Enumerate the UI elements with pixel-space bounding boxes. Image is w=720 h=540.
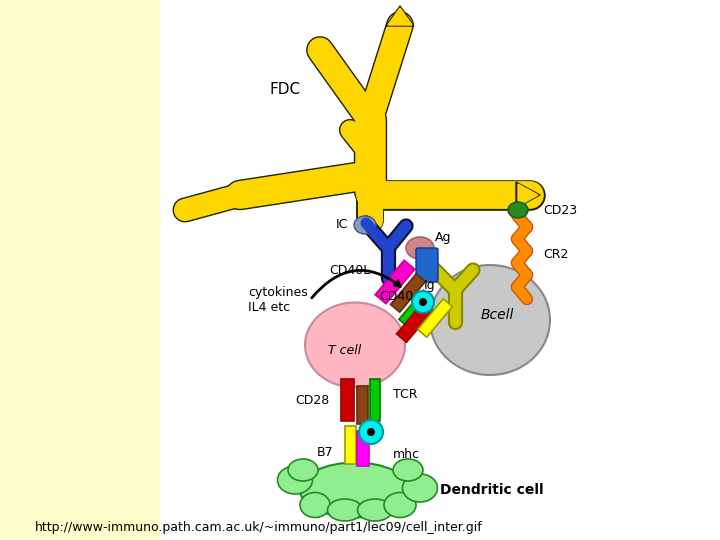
Text: Dendritic cell: Dendritic cell — [440, 483, 544, 497]
Ellipse shape — [430, 265, 550, 375]
Polygon shape — [356, 386, 367, 424]
Text: TCR: TCR — [393, 388, 418, 402]
Polygon shape — [357, 430, 369, 465]
Circle shape — [359, 420, 383, 444]
Circle shape — [412, 291, 434, 313]
Ellipse shape — [354, 216, 376, 234]
Polygon shape — [370, 379, 380, 421]
Text: mhc: mhc — [393, 449, 420, 462]
Ellipse shape — [508, 202, 528, 218]
Text: CD40: CD40 — [379, 289, 414, 302]
Text: B7: B7 — [316, 447, 333, 460]
Polygon shape — [388, 8, 412, 25]
Polygon shape — [390, 274, 426, 312]
Ellipse shape — [300, 492, 330, 517]
Text: Bcell: Bcell — [480, 308, 513, 322]
Ellipse shape — [402, 474, 438, 502]
Polygon shape — [341, 379, 354, 421]
FancyBboxPatch shape — [416, 248, 438, 282]
Text: IC: IC — [336, 219, 348, 232]
Text: Ig: Ig — [423, 279, 435, 292]
Text: cytokines
IL4 etc: cytokines IL4 etc — [248, 286, 307, 314]
Polygon shape — [399, 290, 431, 326]
Text: CD28: CD28 — [296, 394, 330, 407]
Polygon shape — [518, 184, 538, 206]
Polygon shape — [386, 6, 414, 26]
Ellipse shape — [328, 499, 362, 521]
Text: CD40L: CD40L — [329, 264, 370, 276]
Circle shape — [419, 298, 427, 306]
Text: CR2: CR2 — [543, 248, 568, 261]
Ellipse shape — [305, 302, 405, 388]
Polygon shape — [418, 299, 452, 337]
Polygon shape — [375, 260, 415, 303]
Text: Ag: Ag — [435, 231, 451, 244]
Ellipse shape — [406, 237, 434, 259]
Ellipse shape — [358, 499, 392, 521]
Polygon shape — [397, 302, 433, 342]
Text: http://www-immuno.path.cam.ac.uk/~immuno/part1/lec09/cell_inter.gif: http://www-immuno.path.cam.ac.uk/~immuno… — [35, 522, 482, 535]
Bar — [160, 0, 720, 540]
Text: FDC: FDC — [269, 83, 300, 98]
Ellipse shape — [393, 459, 423, 481]
Polygon shape — [516, 182, 540, 208]
Text: T cell: T cell — [328, 343, 361, 356]
Ellipse shape — [300, 462, 410, 517]
Circle shape — [367, 428, 375, 436]
Ellipse shape — [288, 459, 318, 481]
Ellipse shape — [384, 492, 416, 517]
Ellipse shape — [277, 466, 312, 494]
Polygon shape — [344, 426, 356, 464]
Text: CD23: CD23 — [543, 204, 577, 217]
